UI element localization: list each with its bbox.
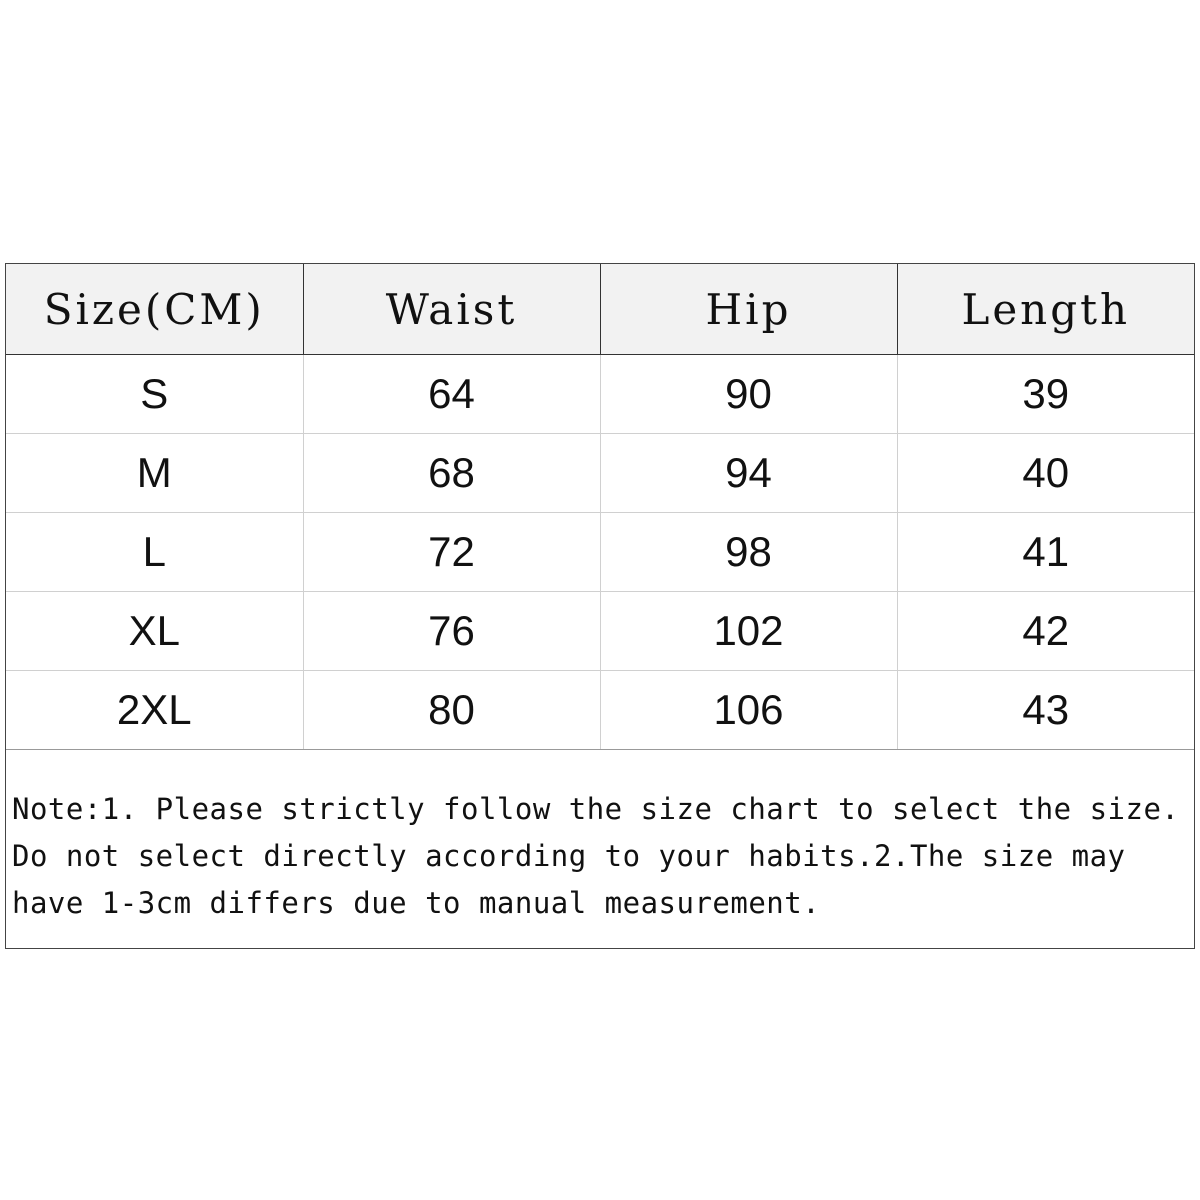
table-row: XL 76 102 42 — [6, 591, 1194, 671]
cell-length: 43 — [897, 670, 1194, 750]
cell-length: 40 — [897, 433, 1194, 513]
size-note: Note:1. Please strictly follow the size … — [12, 792, 1180, 920]
header-hip: Hip — [600, 264, 898, 355]
header-row: Size(CM) Waist Hip Length — [6, 264, 1194, 355]
header-waist: Waist — [303, 264, 601, 355]
cell-size: S — [6, 354, 304, 434]
cell-waist: 64 — [303, 354, 601, 434]
cell-hip: 90 — [600, 354, 898, 434]
table-row: S 64 90 39 — [6, 354, 1194, 434]
size-chart: Size(CM) Waist Hip Length S 64 90 39 M 68 94 40… — [5, 263, 1195, 949]
cell-size: L — [6, 512, 304, 592]
cell-hip: 94 — [600, 433, 898, 513]
cell-waist: 72 — [303, 512, 601, 592]
cell-size: XL — [6, 591, 304, 671]
cell-hip: 106 — [600, 670, 898, 750]
cell-size: M — [6, 433, 304, 513]
table-row: 2XL 80 106 43 — [6, 670, 1194, 750]
cell-waist: 80 — [303, 670, 601, 750]
cell-waist: 68 — [303, 433, 601, 513]
cell-hip: 102 — [600, 591, 898, 671]
header-size: Size(CM) — [6, 264, 304, 355]
header-length: Length — [897, 264, 1194, 355]
cell-length: 39 — [897, 354, 1194, 434]
cell-hip: 98 — [600, 512, 898, 592]
table-row: M 68 94 40 — [6, 433, 1194, 513]
cell-waist: 76 — [303, 591, 601, 671]
cell-length: 41 — [897, 512, 1194, 592]
size-table: Size(CM) Waist Hip Length S 64 90 39 M 68 94 40… — [6, 264, 1194, 750]
cell-size: 2XL — [6, 670, 304, 750]
table-row: L 72 98 41 — [6, 512, 1194, 592]
cell-length: 42 — [897, 591, 1194, 671]
